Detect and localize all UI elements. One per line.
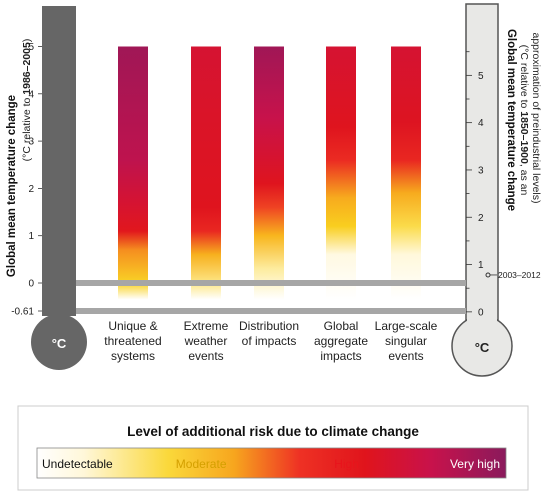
legend-label: Moderate [176, 457, 227, 471]
category-labels: Unique &threatenedsystemsExtremeweathere… [104, 319, 437, 363]
legend-label: High [334, 457, 359, 471]
category-label: Extreme [184, 319, 229, 333]
legend-title: Level of additional risk due to climate … [127, 424, 419, 439]
risk-bar [118, 46, 148, 300]
left-thermometer-bulb [31, 314, 87, 370]
risk-bar [326, 46, 356, 300]
period-annotation: 2003–2012 [485, 270, 541, 280]
category-label: impacts [320, 349, 361, 363]
right-axis-subtitle-line2: approximation of preindustrial levels) [530, 33, 542, 204]
zero-baseline-band [76, 280, 466, 286]
period-annotation-label: 2003–2012 [498, 270, 541, 280]
category-label: Global [324, 319, 359, 333]
right-tick-label: 5 [478, 71, 484, 82]
legend-labels: Undetectable Moderate High Very high [42, 457, 500, 471]
left-tick-label: 2 [28, 184, 34, 195]
left-tick-label: 0 [28, 279, 34, 290]
left-thermometer-tube [42, 6, 76, 316]
category-label: weather [184, 334, 228, 348]
left-tick-label: 5 [28, 42, 34, 53]
category-label: singular [385, 334, 427, 348]
category-label: Distribution [239, 319, 299, 333]
risk-bar [254, 46, 284, 300]
left-tick-label: 3 [28, 137, 34, 148]
preindustrial-baseline-band [76, 308, 466, 314]
category-label: events [188, 349, 223, 363]
left-tick-label: 1 [28, 231, 34, 242]
category-label: Unique & [108, 319, 157, 333]
left-axis-subtitle: (°C relative to 1986–2005) [21, 39, 33, 162]
left-tick-label: -0.61 [11, 307, 34, 318]
left-axis-title: Global mean temperature change [6, 95, 18, 277]
right-axis-ticks: 5 4 3 2 1 0 [466, 51, 484, 318]
right-tick-label: 4 [478, 118, 484, 129]
right-thermometer-tube [465, 3, 499, 321]
legend-label: Very high [450, 457, 500, 471]
legend-color-scale [36, 447, 507, 479]
risk-bars [118, 46, 421, 300]
risk-legend: Level of additional risk due to climate … [17, 405, 529, 491]
category-label: of impacts [242, 334, 297, 348]
risk-bar [191, 46, 221, 300]
category-label: systems [111, 349, 155, 363]
right-tick-label: 3 [478, 165, 484, 176]
right-thermometer-unit: °C [475, 340, 490, 355]
left-thermometer: °C [31, 6, 87, 370]
category-label: aggregate [314, 334, 368, 348]
right-thermometer: °C [451, 3, 513, 377]
right-tick-label: 2 [478, 213, 484, 224]
right-axis-subtitle-line1: (°C relative to 1850–1900, as an [518, 45, 530, 196]
category-label: events [388, 349, 423, 363]
right-tick-label: 0 [478, 307, 484, 318]
right-thermometer-joint [467, 312, 497, 324]
legend-label: Undetectable [42, 457, 113, 471]
right-axis-title: Global mean temperature change [505, 29, 517, 211]
left-tick-label: 4 [28, 89, 34, 100]
left-axis-ticks: 5 4 3 2 1 0 -0.61 [11, 42, 42, 318]
left-thermometer-unit: °C [52, 336, 67, 351]
category-label: Large-scale [375, 319, 438, 333]
category-label: threatened [104, 334, 161, 348]
risk-bar [391, 46, 421, 300]
right-tick-label: 1 [478, 260, 484, 271]
